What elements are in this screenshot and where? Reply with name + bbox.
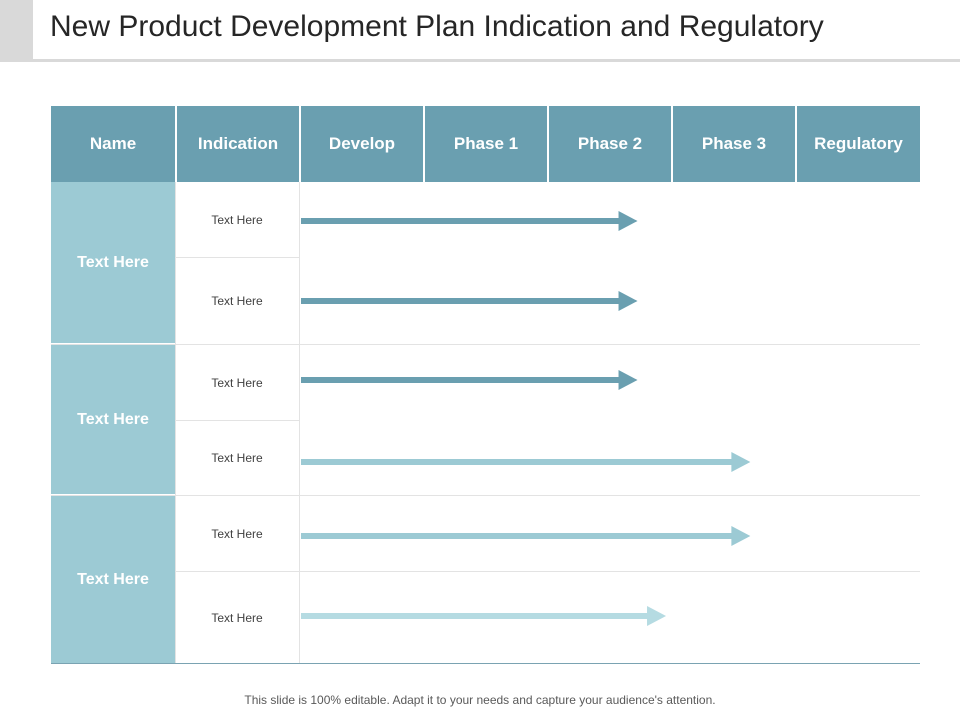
progress-arrow-head xyxy=(618,291,638,311)
progress-arrow-head xyxy=(618,370,638,390)
progress-arrow-shaft xyxy=(301,533,735,539)
indication-row-5: Text Here xyxy=(211,526,263,541)
header-regulatory: Regulatory xyxy=(795,106,920,182)
group-name-2: Text Here xyxy=(51,345,175,494)
page-title: New Product Development Plan Indication … xyxy=(50,10,824,43)
progress-arrow-shaft xyxy=(301,218,622,224)
divider xyxy=(51,495,920,496)
indication-row-2: Text Here xyxy=(211,294,263,308)
header-phase-2: Phase 2 xyxy=(547,106,671,182)
progress-arrow-shaft xyxy=(301,377,622,383)
development-plan-table: Name Indication Develop Phase 1 Phase 2 … xyxy=(51,106,920,664)
progress-arrow-head xyxy=(731,526,751,546)
indication-row-3: Text Here xyxy=(211,375,263,390)
progress-arrow-shaft xyxy=(301,613,651,619)
title-accent xyxy=(0,0,33,62)
table-bottom-border xyxy=(51,663,920,664)
header-indication: Indication xyxy=(175,106,299,182)
header-phase-3: Phase 3 xyxy=(671,106,795,182)
indication-row-1: Text Here xyxy=(211,212,263,227)
progress-arrow-row-3 xyxy=(301,370,638,390)
header-develop: Develop xyxy=(299,106,423,182)
progress-arrow-head xyxy=(618,211,638,231)
progress-arrow-shaft xyxy=(301,459,735,465)
group-name-3: Text Here xyxy=(51,496,175,664)
progress-arrow-head xyxy=(647,606,667,626)
indication-row-4: Text Here xyxy=(211,451,263,465)
progress-arrow-row-4 xyxy=(301,452,751,472)
divider xyxy=(175,182,176,664)
divider xyxy=(175,571,920,572)
progress-arrow-row-2 xyxy=(301,291,638,311)
divider xyxy=(175,420,299,421)
progress-arrow-head xyxy=(731,452,751,472)
divider xyxy=(51,344,920,345)
footer-note: This slide is 100% editable. Adapt it to… xyxy=(244,693,716,707)
progress-arrow-row-5 xyxy=(301,526,751,546)
progress-arrow-row-1 xyxy=(301,211,638,231)
progress-arrow-row-6 xyxy=(301,606,667,626)
indication-row-6: Text Here xyxy=(211,610,263,625)
title-bar: New Product Development Plan Indication … xyxy=(0,0,960,62)
header-phase-1: Phase 1 xyxy=(423,106,547,182)
progress-arrow-shaft xyxy=(301,298,622,304)
progress-arrows xyxy=(301,211,751,626)
group-name-1: Text Here xyxy=(51,182,175,343)
header-name: Name xyxy=(51,106,175,182)
divider xyxy=(175,257,299,258)
divider xyxy=(299,182,300,664)
